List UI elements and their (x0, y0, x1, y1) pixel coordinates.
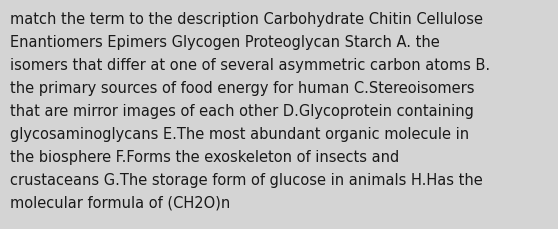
Text: glycosaminoglycans E.The most abundant organic molecule in: glycosaminoglycans E.The most abundant o… (10, 126, 469, 141)
Text: molecular formula of (CH2O)n: molecular formula of (CH2O)n (10, 195, 230, 210)
Text: that are mirror images of each other D.Glycoprotein containing: that are mirror images of each other D.G… (10, 104, 474, 118)
Text: the primary sources of food energy for human C.Stereoisomers: the primary sources of food energy for h… (10, 81, 474, 95)
Text: match the term to the description Carbohydrate Chitin Cellulose: match the term to the description Carboh… (10, 12, 483, 27)
Text: crustaceans G.The storage form of glucose in animals H.Has the: crustaceans G.The storage form of glucos… (10, 172, 483, 187)
Text: Enantiomers Epimers Glycogen Proteoglycan Starch A. the: Enantiomers Epimers Glycogen Proteoglyca… (10, 35, 440, 50)
Text: the biosphere F.Forms the exoskeleton of insects and: the biosphere F.Forms the exoskeleton of… (10, 149, 400, 164)
Text: isomers that differ at one of several asymmetric carbon atoms B.: isomers that differ at one of several as… (10, 58, 490, 73)
